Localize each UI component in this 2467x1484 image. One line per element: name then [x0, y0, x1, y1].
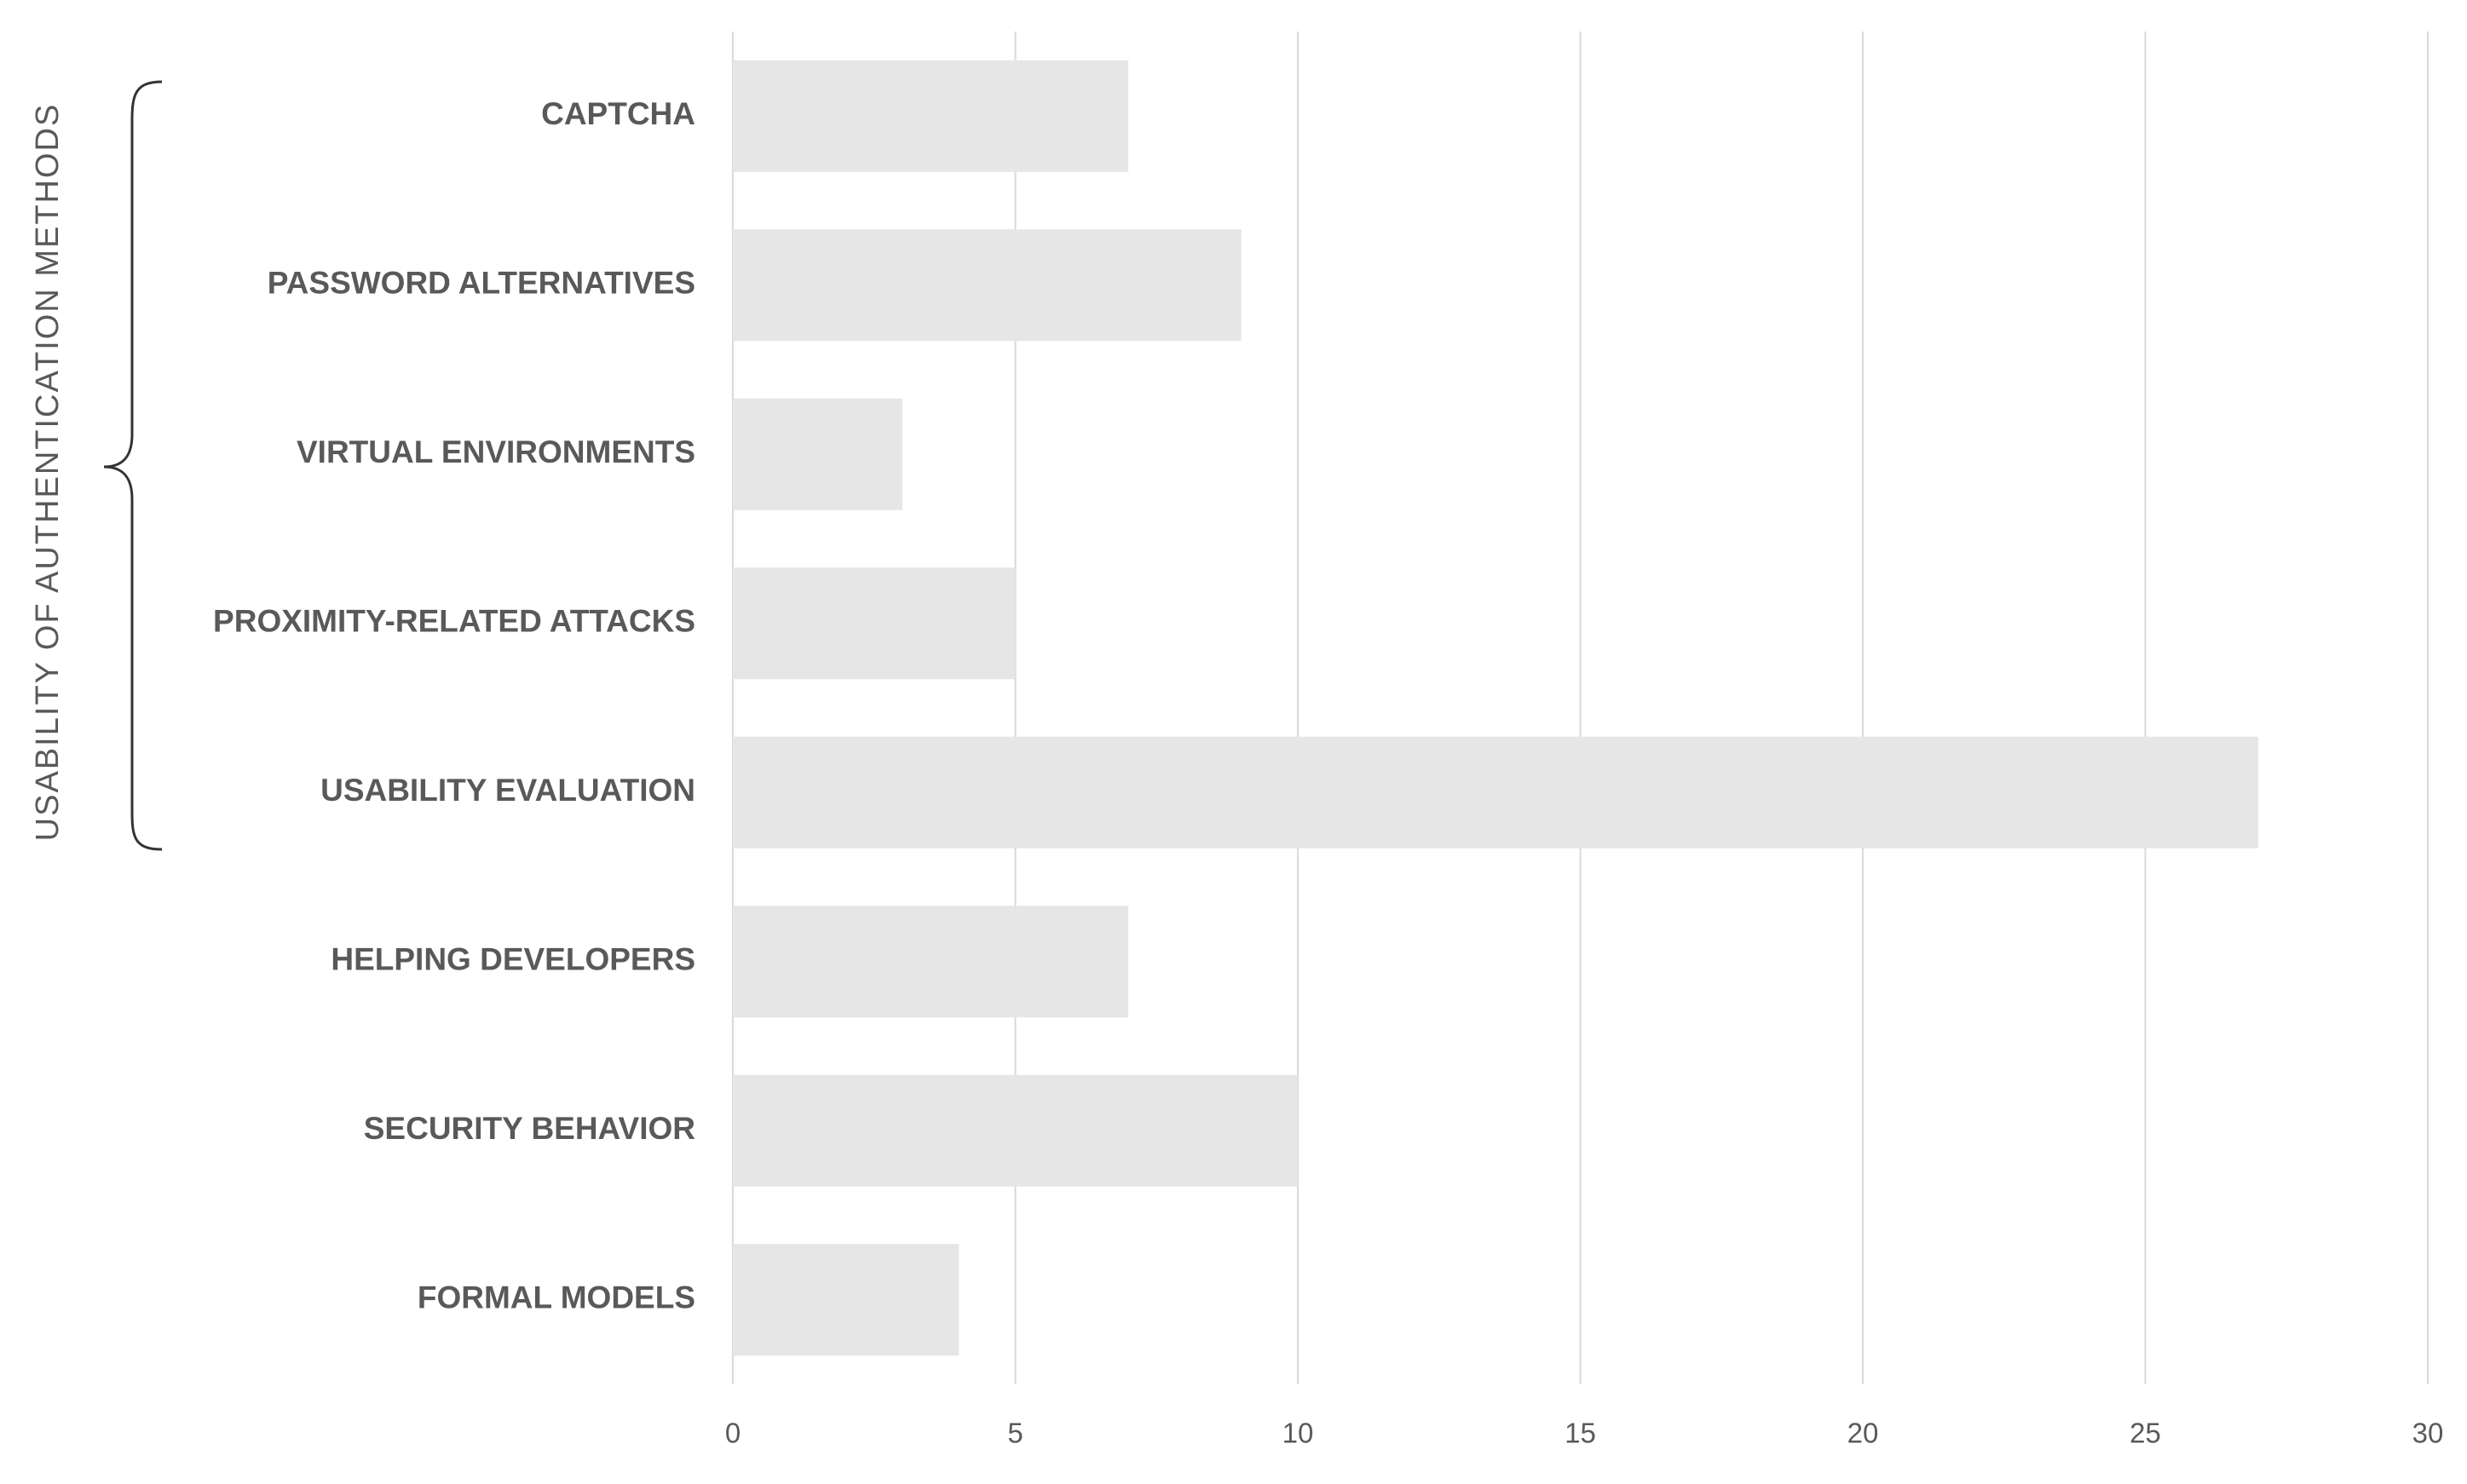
- y-tick-label: PROXIMITY-RELATED ATTACKS: [213, 604, 695, 639]
- bar: [733, 906, 1129, 1018]
- bar: [733, 567, 1016, 680]
- x-tick-label: 30: [2412, 1418, 2444, 1449]
- y-tick-label: PASSWORD ALTERNATIVES: [268, 266, 695, 301]
- x-tick-label: 20: [1847, 1418, 1879, 1449]
- y-tick-label: HELPING DEVELOPERS: [331, 942, 695, 977]
- bar: [733, 229, 1242, 342]
- bar: [733, 60, 1129, 172]
- x-tick-label: 15: [1565, 1418, 1596, 1449]
- y-tick-label: USABILITY EVALUATION: [320, 773, 695, 808]
- bar: [733, 1244, 960, 1356]
- y-tick-label: CAPTCHA: [541, 96, 695, 131]
- bar: [733, 398, 902, 510]
- bar: [733, 736, 2259, 848]
- bar: [733, 1074, 1298, 1187]
- x-tick-label: 0: [725, 1418, 741, 1449]
- y-tick-label: FORMAL MODELS: [418, 1280, 695, 1315]
- y-tick-label: SECURITY BEHAVIOR: [364, 1111, 695, 1146]
- x-tick-label: 25: [2130, 1418, 2161, 1449]
- y-tick-label: VIRTUAL ENVIRONMENTS: [297, 434, 695, 469]
- x-tick-label: 10: [1282, 1418, 1314, 1449]
- group-bracket: [103, 80, 163, 851]
- x-tick-label: 5: [1007, 1418, 1023, 1449]
- group-label: USABILITY OF AUTHENTICATION METHODS: [30, 103, 66, 842]
